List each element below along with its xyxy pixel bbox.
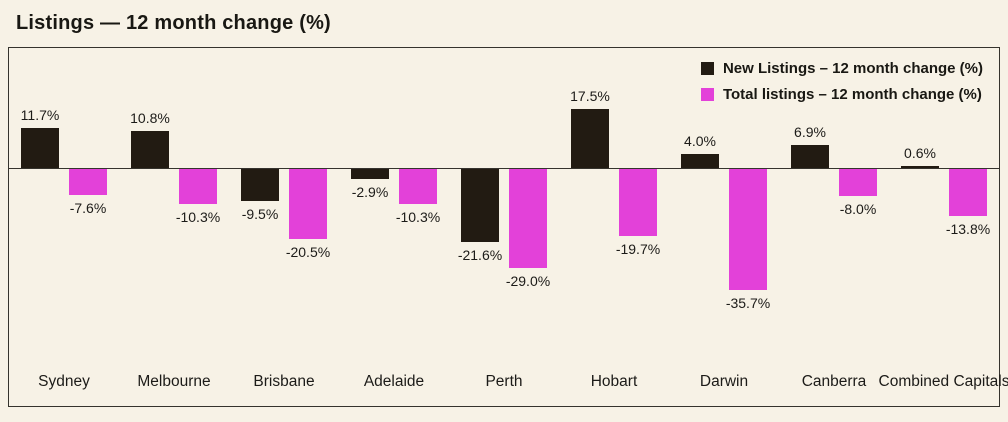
value-label-adelaide-s0: -2.9%: [351, 183, 389, 200]
total-listings-bar-canberra: [839, 169, 877, 197]
new-listings-bar-brisbane: [241, 169, 279, 202]
bar-column-sydney-s0: 11.7%: [21, 48, 59, 406]
value-label-hobart-s1: -19.7%: [615, 240, 661, 257]
bar-column-sydney-s1: -7.6%: [69, 48, 107, 406]
bar-column-perth-s1: -29.0%: [505, 48, 551, 406]
bar-group-darwin: 4.0% -35.7% Darwin: [669, 48, 779, 406]
bar-column-combined-capitals-s1: -13.8%: [945, 48, 991, 406]
new-listings-bar-darwin: [681, 154, 719, 168]
bar-column-melbourne-s1: -10.3%: [175, 48, 221, 406]
category-label-sydney: Sydney: [38, 372, 90, 390]
category-label-perth: Perth: [485, 372, 523, 390]
bar-group-combined-capitals: 0.6% -13.8% Combined Capitals: [879, 48, 1008, 406]
chart-plot-area: 11.7% -7.6% Sydney 10.8% -10.3% Melbourne -9.5…: [8, 47, 1008, 407]
total-listings-bar-adelaide: [399, 169, 437, 205]
bar-group-brisbane: -9.5% -20.5% Brisbane: [229, 48, 339, 406]
bar-column-brisbane-s1: -20.5%: [285, 48, 331, 406]
value-label-sydney-s0: 11.7%: [20, 107, 60, 124]
bar-group-melbourne: 10.8% -10.3% Melbourne: [119, 48, 229, 406]
bar-group-canberra: 6.9% -8.0% Canberra: [779, 48, 889, 406]
category-label-adelaide: Adelaide: [363, 372, 425, 390]
value-label-canberra-s1: -8.0%: [839, 201, 877, 218]
legend-swatch-new-listings-icon: [700, 62, 714, 75]
bar-column-darwin-s1: -35.7%: [725, 48, 771, 406]
new-listings-bar-sydney: [21, 128, 59, 168]
value-label-adelaide-s1: -10.3%: [395, 209, 441, 226]
total-listings-bar-melbourne: [179, 169, 217, 205]
new-listings-bar-hobart: [571, 108, 609, 168]
total-listings-bar-hobart: [619, 169, 657, 236]
value-label-combined-capitals-s0: 0.6%: [904, 144, 936, 161]
new-listings-bar-adelaide: [351, 169, 389, 179]
category-label-canberra: Canberra: [801, 372, 867, 390]
new-listings-bar-melbourne: [131, 131, 169, 168]
value-label-melbourne-s1: -10.3%: [175, 209, 221, 226]
bar-column-perth-s0: -21.6%: [457, 48, 503, 406]
value-label-melbourne-s0: 10.8%: [130, 110, 170, 127]
total-listings-bar-sydney: [69, 169, 107, 195]
legend-label-new-listings: New Listings – 12 month change (%): [722, 60, 983, 77]
category-label-hobart: Hobart: [590, 372, 638, 390]
zero-axis-line: [9, 168, 999, 169]
legend-swatch-total-listings-icon: [700, 88, 714, 101]
value-label-darwin-s1: -35.7%: [725, 295, 771, 312]
value-label-brisbane-s1: -20.5%: [285, 243, 331, 260]
new-listings-bar-combined-capitals: [901, 165, 939, 168]
category-label-combined-capitals: Combined Capitals: [878, 372, 1008, 390]
bar-group-sydney: 11.7% -7.6% Sydney: [9, 48, 119, 406]
total-listings-bar-combined-capitals: [949, 169, 987, 216]
total-listings-bar-perth: [509, 169, 547, 268]
value-label-combined-capitals-s1: -13.8%: [945, 220, 991, 237]
bar-column-canberra-s0: 6.9%: [791, 48, 829, 406]
value-label-hobart-s0: 17.5%: [570, 87, 610, 104]
new-listings-bar-canberra: [791, 144, 829, 168]
bar-column-combined-capitals-s0: 0.6%: [901, 48, 939, 406]
total-listings-bar-darwin: [729, 169, 767, 291]
new-listings-bar-perth: [461, 169, 499, 243]
category-label-brisbane: Brisbane: [253, 372, 315, 390]
value-label-brisbane-s0: -9.5%: [241, 206, 279, 223]
value-label-canberra-s0: 6.9%: [794, 123, 826, 140]
category-label-darwin: Darwin: [699, 372, 749, 390]
legend-item-total-listings: Total listings – 12 month change (%): [700, 86, 983, 103]
bar-column-canberra-s1: -8.0%: [839, 48, 877, 406]
bar-column-brisbane-s0: -9.5%: [241, 48, 279, 406]
bar-column-adelaide-s0: -2.9%: [351, 48, 389, 406]
bar-groups-container: 11.7% -7.6% Sydney 10.8% -10.3% Melbourne -9.5…: [9, 48, 1008, 406]
bar-column-adelaide-s1: -10.3%: [395, 48, 441, 406]
legend-label-total-listings: Total listings – 12 month change (%): [722, 86, 982, 103]
chart-title: Listings — 12 month change (%): [16, 12, 331, 34]
bar-column-hobart-s1: -19.7%: [615, 48, 661, 406]
bar-column-hobart-s0: 17.5%: [570, 48, 610, 406]
bar-group-adelaide: -2.9% -10.3% Adelaide: [339, 48, 449, 406]
legend: New Listings – 12 month change (%) Total…: [700, 60, 983, 103]
bar-column-darwin-s0: 4.0%: [681, 48, 719, 406]
value-label-perth-s1: -29.0%: [505, 272, 551, 289]
bar-group-perth: -21.6% -29.0% Perth: [449, 48, 559, 406]
bar-column-melbourne-s0: 10.8%: [130, 48, 170, 406]
value-label-perth-s0: -21.6%: [457, 247, 503, 264]
value-label-sydney-s1: -7.6%: [69, 199, 107, 216]
category-label-melbourne: Melbourne: [137, 372, 211, 390]
value-label-darwin-s0: 4.0%: [684, 133, 716, 150]
bar-group-hobart: 17.5% -19.7% Hobart: [559, 48, 669, 406]
legend-item-new-listings: New Listings – 12 month change (%): [700, 60, 983, 77]
total-listings-bar-brisbane: [289, 169, 327, 239]
